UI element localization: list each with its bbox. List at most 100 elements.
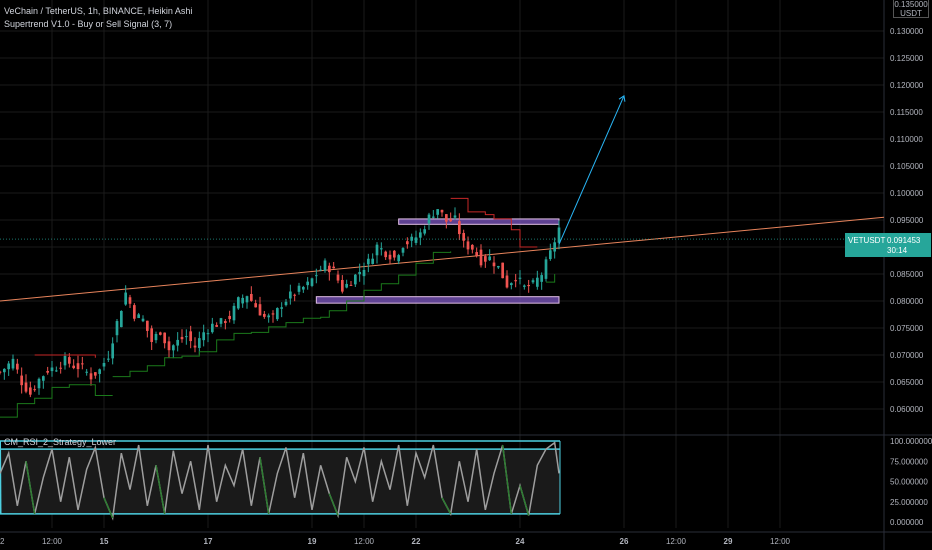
candle-body xyxy=(154,333,158,341)
candle-body xyxy=(24,382,28,392)
candle-body xyxy=(314,275,318,277)
candle-body xyxy=(128,297,132,304)
candle-body xyxy=(392,250,396,258)
candle-body xyxy=(353,274,357,285)
candle-body xyxy=(349,284,353,286)
time-tick-label: 2 xyxy=(0,537,5,546)
candle-body xyxy=(492,262,496,267)
rsi-legend[interactable]: CM_RSI_2_Strategy_Lower xyxy=(4,437,117,447)
candle-body xyxy=(301,286,305,290)
candle-body xyxy=(80,363,84,365)
candle-body xyxy=(431,216,435,218)
time-tick-label: 17 xyxy=(204,537,213,546)
price-tick-label: 0.105000 xyxy=(890,162,924,171)
candle-body xyxy=(366,258,370,265)
last-price-tag: VETUSDT 0.091453 30:14 xyxy=(845,233,931,257)
trendline xyxy=(0,216,885,302)
rsi-band-edge xyxy=(0,440,2,514)
candle-body xyxy=(15,363,19,370)
candle-body xyxy=(223,321,227,323)
candle-body xyxy=(115,321,119,336)
candle-body xyxy=(210,323,214,333)
candle-body xyxy=(50,367,54,372)
supertrend-lines xyxy=(0,197,556,418)
candle-body xyxy=(548,250,552,260)
rsi-oversold-segment xyxy=(155,465,166,515)
candle-body xyxy=(462,232,466,241)
candle-body xyxy=(449,219,453,222)
candle-body xyxy=(158,332,162,335)
candle-body xyxy=(488,256,492,261)
rsi-line xyxy=(0,441,560,521)
candle-body xyxy=(89,373,93,380)
candle-body xyxy=(284,301,288,306)
candle-body xyxy=(496,266,500,268)
time-tick-label: 19 xyxy=(308,537,317,546)
candle-body xyxy=(46,370,50,373)
candle-body xyxy=(327,265,331,273)
candle-body xyxy=(479,249,483,266)
candle-body xyxy=(475,252,479,256)
candle-body xyxy=(371,258,375,264)
candle-body xyxy=(2,368,6,373)
candle-body xyxy=(258,304,262,316)
time-axis[interactable]: 2 12:00 15 17 19 12:00 22 24 26 12:00 29 12:00 xyxy=(0,537,791,546)
candle-body xyxy=(306,281,310,286)
price-tick-label: 0.065000 xyxy=(890,378,924,387)
time-tick-label: 12:00 xyxy=(666,537,687,546)
candle-body xyxy=(453,215,457,218)
top-price-cut: 0.135000 xyxy=(894,0,928,9)
candle-body xyxy=(215,325,219,327)
candle-body xyxy=(67,357,71,364)
rsi-oversold-segment xyxy=(519,485,530,516)
candle-body xyxy=(176,339,180,346)
price-axis[interactable]: 0.060000 0.065000 0.070000 0.075000 0.080000… xyxy=(890,27,924,414)
candle-body xyxy=(202,332,206,341)
candle-body xyxy=(288,291,292,299)
candle-body xyxy=(163,332,167,344)
price-tag-value: 0.091453 xyxy=(887,236,921,245)
supertrend-legend[interactable]: Supertrend V1.0 - Buy or Sell Signal (3,… xyxy=(4,19,173,29)
candle-body xyxy=(375,244,379,256)
candle-body xyxy=(397,255,401,262)
candle-body xyxy=(271,313,275,315)
rsi-oversold-segment xyxy=(501,444,513,514)
candle-body xyxy=(197,338,201,348)
candle-body xyxy=(63,355,67,366)
candle-body xyxy=(219,318,223,324)
sr-zone xyxy=(398,218,560,225)
projection-arrow xyxy=(558,94,626,245)
candle-body xyxy=(527,284,531,287)
rsi-oversold-segment xyxy=(103,497,114,519)
chart-title-legend[interactable]: VeChain / TetherUS, 1h, BINANCE, Heikin … xyxy=(4,6,193,16)
candle-body xyxy=(522,285,526,287)
candle-body xyxy=(470,244,474,250)
candle-body xyxy=(72,365,76,369)
price-tick-label: 0.085000 xyxy=(890,270,924,279)
candle-body xyxy=(275,308,279,320)
rsi-tick-label: 25.000000 xyxy=(890,498,928,507)
candle-body xyxy=(379,248,383,250)
candle-body xyxy=(249,294,253,301)
supertrend-up xyxy=(112,251,452,378)
candle-body xyxy=(232,305,236,321)
candle-body xyxy=(418,232,422,238)
candle-body xyxy=(54,370,58,372)
candle-body xyxy=(171,345,175,351)
candle-body xyxy=(505,275,509,288)
candle-body xyxy=(323,260,327,271)
candle-body xyxy=(514,280,518,282)
candle-body xyxy=(345,283,349,288)
candles-group xyxy=(0,207,561,398)
candle-body xyxy=(85,371,89,373)
candle-body xyxy=(0,371,2,373)
candle-body xyxy=(119,310,123,328)
rsi-tick-label: 100.000000 xyxy=(890,437,932,446)
rsi-tick-label: 75.000000 xyxy=(890,457,928,466)
rsi-axis[interactable]: 0.000000 25.000000 50.000000 75.000000 100.0… xyxy=(890,437,932,527)
candle-body xyxy=(193,345,197,348)
currency-label[interactable]: 0.135000 USDT xyxy=(893,0,929,18)
candle-body xyxy=(423,229,427,234)
supertrend-up xyxy=(546,274,556,283)
